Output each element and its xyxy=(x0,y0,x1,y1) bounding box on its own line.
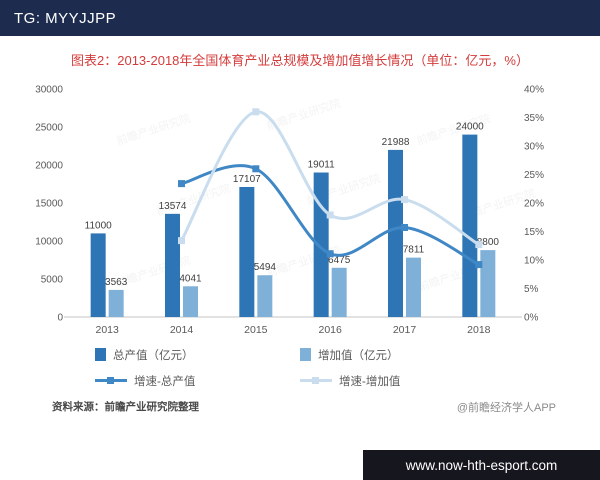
svg-text:0%: 0% xyxy=(524,312,539,323)
svg-text:25000: 25000 xyxy=(35,122,63,133)
chart-title: 图表2：2013-2018年全国体育产业总规模及增加值增长情况（单位：亿元，%） xyxy=(71,53,529,68)
top-banner-text: TG: MYYJJPP xyxy=(14,9,117,27)
svg-text:3563: 3563 xyxy=(105,277,128,288)
bar xyxy=(388,149,403,317)
line-marker xyxy=(401,223,408,231)
svg-text:19011: 19011 xyxy=(308,159,336,170)
bar xyxy=(183,286,198,317)
svg-text:20000: 20000 xyxy=(35,160,63,171)
bar xyxy=(257,275,273,317)
svg-text:前瞻产业研究院: 前瞻产业研究院 xyxy=(115,111,193,148)
legend-item-growth-added: 增速-增加值 xyxy=(300,373,505,389)
svg-text:20%: 20% xyxy=(524,198,544,209)
svg-text:35%: 35% xyxy=(524,113,544,124)
svg-text:10000: 10000 xyxy=(35,236,63,247)
legend-item-added-value-label: 增加值（亿元） xyxy=(318,349,399,362)
axis-labels: 0 5000 10000 15000 20000 25000 30000 0% 5% 10% 15%… xyxy=(35,84,544,336)
bar xyxy=(90,233,106,317)
svg-text:7811: 7811 xyxy=(403,244,425,255)
svg-text:5000: 5000 xyxy=(41,274,64,285)
svg-text:40%: 40% xyxy=(524,84,544,95)
svg-text:21988: 21988 xyxy=(382,137,410,148)
line-marker xyxy=(401,195,408,203)
svg-text:30000: 30000 xyxy=(35,84,63,95)
line-marker xyxy=(326,250,334,258)
svg-text:4041: 4041 xyxy=(179,273,202,284)
legend-item-growth-added-label: 增速-增加值 xyxy=(339,375,401,388)
svg-text:2016: 2016 xyxy=(318,324,342,336)
line-marker xyxy=(178,236,185,244)
svg-text:25%: 25% xyxy=(524,170,544,181)
growth-added-swatch xyxy=(300,374,332,387)
legend-item-growth-total: 增速-总产值 xyxy=(95,373,300,389)
svg-text:5494: 5494 xyxy=(254,262,277,273)
lines-layer xyxy=(178,108,483,268)
svg-text:24000: 24000 xyxy=(456,121,484,132)
legend-item-added-value: 增加值（亿元） xyxy=(300,347,505,363)
line-marker xyxy=(475,260,483,268)
line-marker xyxy=(326,211,334,219)
legend-item-growth-total-label: 增速-总产值 xyxy=(134,375,196,388)
bar xyxy=(239,186,255,317)
bar xyxy=(462,134,478,317)
bottom-banner: www.now-hth-esport.com xyxy=(363,450,600,480)
bars-layer: 11000 13574 17107 19011 21988 24000 3563 4041 54… xyxy=(85,121,500,317)
bar xyxy=(165,213,180,317)
added-value-swatch xyxy=(300,348,311,362)
bar xyxy=(108,289,124,317)
credit-note: @前瞻经济学人APP xyxy=(456,401,556,414)
svg-text:2013: 2013 xyxy=(95,324,119,336)
svg-text:8800: 8800 xyxy=(477,237,500,248)
bar xyxy=(331,267,347,317)
svg-text:2014: 2014 xyxy=(170,324,194,336)
svg-text:5%: 5% xyxy=(524,284,539,295)
growth-total-swatch xyxy=(95,374,127,387)
svg-text:17107: 17107 xyxy=(233,174,261,185)
svg-text:13574: 13574 xyxy=(159,201,187,212)
legend-item-total-output-label: 总产值（亿元） xyxy=(113,349,194,362)
svg-text:10%: 10% xyxy=(524,255,544,266)
source-note: 资料来源：前瞻产业研究院整理 xyxy=(52,401,199,414)
svg-text:2017: 2017 xyxy=(393,324,417,336)
legend-item-total-output: 总产值（亿元） xyxy=(95,347,300,363)
svg-text:11000: 11000 xyxy=(85,220,113,231)
svg-text:6475: 6475 xyxy=(328,255,351,266)
top-banner: TG: MYYJJPP xyxy=(0,0,600,36)
line-marker xyxy=(252,108,260,116)
bar xyxy=(406,257,421,317)
svg-text:0: 0 xyxy=(57,312,63,323)
svg-text:30%: 30% xyxy=(524,141,544,152)
svg-text:15%: 15% xyxy=(524,227,544,238)
line-marker xyxy=(252,165,260,173)
bar xyxy=(480,249,496,317)
line-marker xyxy=(475,240,483,248)
line-marker xyxy=(178,179,185,187)
chart-legend: 总产值（亿元） 增加值（亿元） 增速-总产值 增速-增加值 xyxy=(0,347,600,389)
growth-line xyxy=(180,110,480,246)
svg-text:2015: 2015 xyxy=(244,324,268,336)
svg-text:15000: 15000 xyxy=(35,198,63,209)
website-url: www.now-hth-esport.com xyxy=(405,457,558,473)
svg-text:2018: 2018 xyxy=(467,324,491,336)
footer-row: 资料来源：前瞻产业研究院整理 @前瞻经济学人APP xyxy=(0,389,600,415)
total-output-swatch xyxy=(95,348,106,362)
